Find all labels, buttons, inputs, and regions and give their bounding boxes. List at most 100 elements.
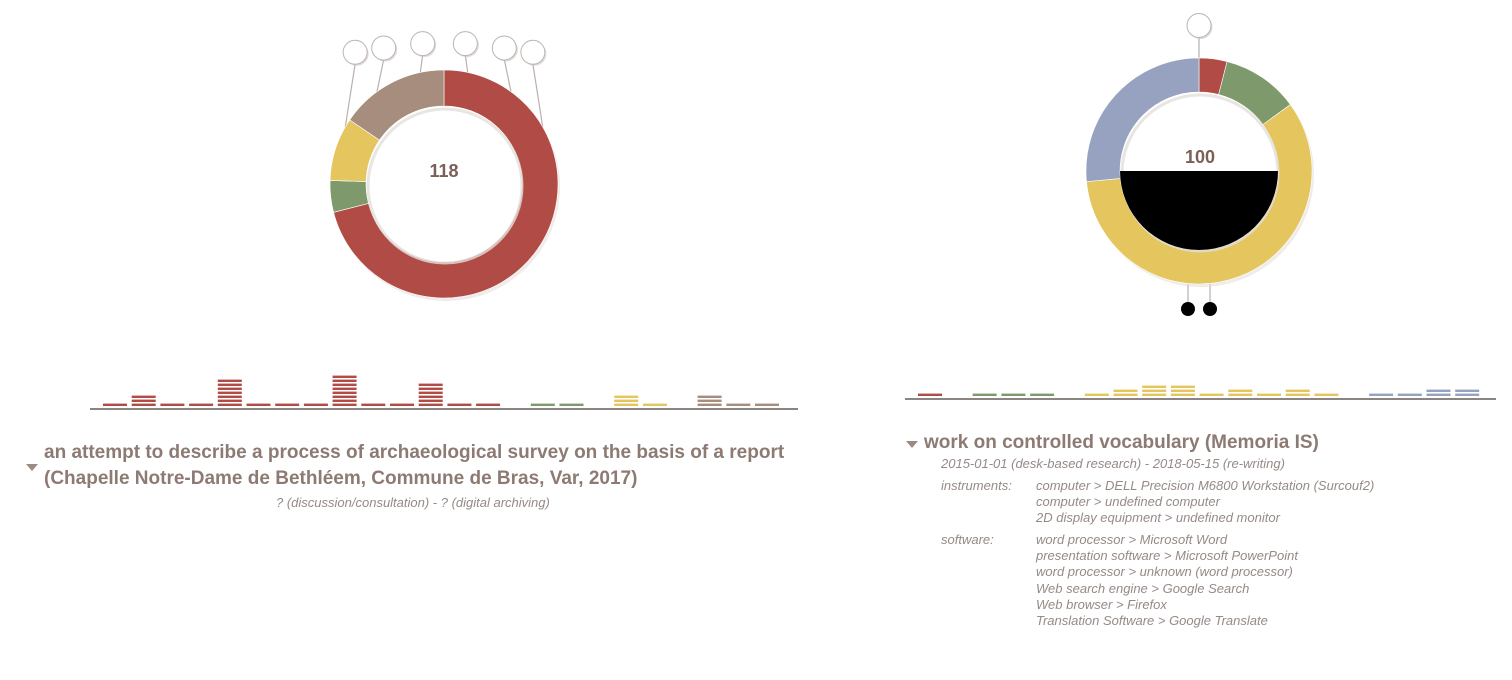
bar-stripe [559, 403, 584, 406]
pin-stem [419, 55, 424, 73]
bar-stripe [217, 379, 242, 382]
histogram-bar [1113, 389, 1138, 396]
histogram-bar [755, 403, 779, 406]
software-item: Translation Software > Google Translate [1036, 612, 1268, 628]
bar-stripe [1170, 393, 1195, 396]
histogram-bar [697, 395, 722, 406]
pin-head [1181, 302, 1195, 316]
bar-stripe [1285, 389, 1310, 392]
histogram-bar [1369, 393, 1394, 396]
left-title-line-2: (Chapelle Notre-Dame de Bethléem, Commun… [44, 468, 638, 489]
bar-stripe [217, 387, 242, 390]
left-title-line-1: an attempt to describe a process of arch… [44, 442, 785, 463]
bar-stripe [1170, 385, 1195, 388]
donut-hole [366, 106, 522, 262]
instrument-item: computer > undefined computer [1036, 494, 1220, 510]
left-expand-toggle-icon[interactable] [26, 464, 38, 471]
bar-stripe [332, 383, 357, 386]
bar-stripe [332, 399, 357, 402]
bar-stripe [390, 403, 414, 406]
bar-stripe [1113, 393, 1138, 396]
bar-stripe [1199, 393, 1224, 396]
histogram-bar [103, 403, 127, 406]
bar-stripe [332, 395, 357, 398]
histogram-bar [160, 403, 185, 406]
donut-inner-shadow [366, 107, 524, 265]
histogram-bar [189, 403, 214, 406]
right-donut-count: 100 [1185, 147, 1215, 167]
left-timeline-histogram [90, 375, 798, 410]
histogram-bar [390, 403, 414, 406]
bar-stripe [447, 403, 472, 406]
bar-stripe [1314, 393, 1339, 396]
bar-stripe [1397, 393, 1422, 396]
bar-stripe [332, 379, 357, 382]
software-label: software: [941, 532, 994, 547]
histogram-bar [1455, 389, 1480, 396]
bar-stripe [1426, 389, 1451, 392]
bar-stripe [697, 395, 722, 398]
donut-fill-level [1120, 171, 1278, 250]
bar-stripe [697, 399, 722, 402]
histogram-bar [559, 403, 584, 406]
software-item: presentation software > Microsoft PowerP… [1036, 548, 1298, 564]
bar-stripe [189, 403, 214, 406]
histogram-bar [361, 403, 386, 406]
bar-stripe [332, 387, 357, 390]
bar-stripe [217, 395, 242, 398]
bar-stripe [217, 399, 242, 402]
instrument-item: computer > DELL Precision M6800 Workstat… [1036, 478, 1375, 493]
pin-stem [503, 59, 512, 92]
histogram-bar [530, 403, 555, 406]
bar-stripe [418, 387, 443, 390]
histogram-bar [476, 403, 501, 406]
bar-stripe [418, 399, 443, 402]
software-item: Web search engine > Google Search [1036, 580, 1250, 596]
histogram-bar [332, 375, 357, 406]
histogram-bar [726, 403, 751, 406]
histogram-bar [1084, 393, 1109, 396]
pin-stem [376, 59, 385, 92]
histogram-bar [642, 403, 667, 406]
pin-head [520, 39, 546, 65]
bar-stripe [1455, 389, 1480, 392]
bar-stripe [614, 403, 639, 406]
software-list: word processor > Microsoft Word presenta… [1036, 532, 1298, 629]
bar-stripe [1228, 389, 1253, 392]
bar-stripe [1285, 393, 1310, 396]
bar-stripe [755, 403, 779, 406]
left-activity-title[interactable]: an attempt to describe a process of arch… [44, 442, 844, 490]
bar-stripe [131, 399, 156, 402]
histogram-bar [1030, 393, 1055, 396]
histogram-bar [1199, 393, 1224, 396]
bar-stripe [131, 403, 156, 406]
pin-head [491, 35, 517, 61]
right-donut-chart[interactable] [1085, 13, 1314, 317]
pin-head [452, 31, 478, 57]
pin-stem [344, 63, 356, 128]
bar-stripe [1455, 393, 1480, 396]
right-activity-panel: 100 work on controlled vocabulary (Memor… [890, 0, 1512, 680]
pin-head [410, 31, 436, 57]
bar-stripe [246, 403, 271, 406]
right-timeline-histogram [905, 385, 1496, 400]
bar-stripe [1142, 393, 1167, 396]
left-donut-chart[interactable] [329, 31, 560, 301]
bar-stripe [1228, 393, 1253, 396]
pin-head [371, 35, 397, 61]
histogram-bar [303, 403, 328, 406]
histogram-bar [1257, 393, 1281, 396]
bar-stripe [418, 391, 443, 394]
right-expand-toggle-icon[interactable] [906, 441, 918, 448]
histogram-bar [972, 393, 997, 396]
histogram-bar [275, 403, 300, 406]
bar-stripe [530, 403, 555, 406]
bar-stripe [418, 383, 443, 386]
left-donut-count: 118 [429, 161, 458, 181]
histogram-bar [1426, 389, 1451, 396]
histogram-bar [1285, 389, 1310, 396]
bar-stripe [642, 403, 667, 406]
histogram-bar [217, 379, 242, 406]
right-activity-title[interactable]: work on controlled vocabulary (Memoria I… [924, 432, 1319, 453]
software-item: Web browser > Firefox [1036, 596, 1167, 612]
